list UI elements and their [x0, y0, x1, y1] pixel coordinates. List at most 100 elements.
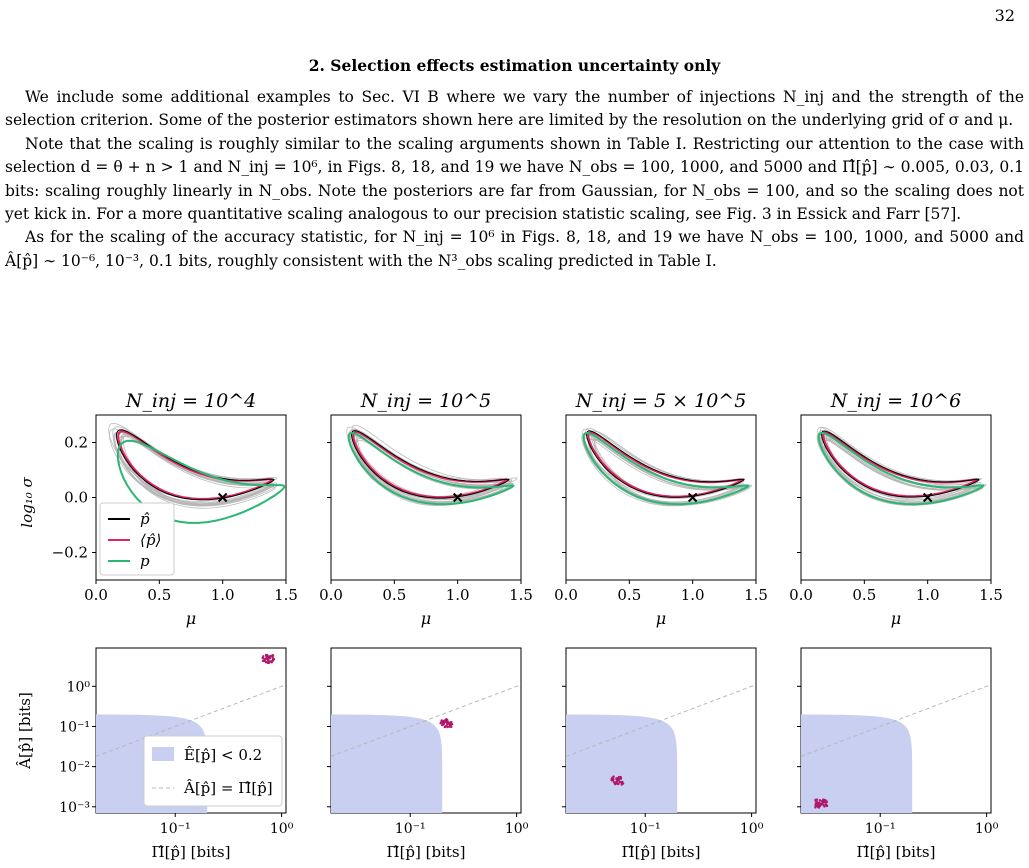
- region-e-below-0.2: [566, 714, 678, 813]
- truth-marker: [452, 492, 463, 503]
- x-tick-label: 10⁰: [505, 821, 529, 837]
- scatter-point: [817, 806, 821, 809]
- scatter-point: [610, 778, 613, 782]
- x-tick-label: 0.0: [554, 586, 578, 604]
- scatter-point: [266, 661, 270, 665]
- figure-canvas: N_inj = 10^4 0.0 0.5 1.0 1.5 0.2 0.0 −0.2 μ N_inj…: [16, 390, 1003, 861]
- p-contour: [582, 431, 750, 506]
- figure: N_inj = 10^4 0.0 0.5 1.0 1.5 0.2 0.0 −0.2 μ N_inj…: [0, 370, 1029, 868]
- contours-3: [581, 427, 753, 507]
- scatter-point: [265, 655, 268, 659]
- y-tick-label: 10⁻³: [59, 800, 90, 816]
- scatter-point: [442, 720, 445, 723]
- p-contour: [116, 439, 286, 524]
- p-hat-contour: [115, 429, 275, 501]
- x-axis-label: Π̂[p̂] [bits]: [152, 843, 231, 861]
- x-tick-label: 10⁻¹: [395, 821, 426, 837]
- legend-label: Â[p̂] = Π̂[p̂]: [183, 779, 273, 797]
- region-e-below-0.2: [331, 714, 443, 813]
- y-tick-label: 10⁰: [67, 679, 91, 695]
- x-tick-label: 1.5: [744, 586, 768, 604]
- sample-contour: [120, 433, 275, 506]
- scatter-point: [617, 778, 621, 782]
- scatter-point: [446, 723, 449, 726]
- scatter-point: [262, 659, 266, 662]
- panel-title-4: N_inj = 10^6: [830, 390, 962, 412]
- scatter-point: [825, 800, 829, 804]
- x-axis-label: Π̂[p̂] [bits]: [622, 843, 701, 861]
- x-axis-label: μ: [186, 609, 196, 628]
- legend-label: p: [140, 552, 150, 570]
- x-tick-label: 10⁰: [975, 821, 999, 837]
- x-tick-label: 1.0: [446, 586, 470, 604]
- bottom-y-axis-label: Â[p̂] [bits]: [16, 692, 34, 770]
- scatter-point: [821, 801, 825, 804]
- scatter-point: [444, 718, 448, 721]
- x-axis-label: μ: [656, 609, 666, 628]
- x-tick-label: 1.0: [681, 586, 705, 604]
- y-tick-label: 0.0: [64, 489, 88, 507]
- scatter-point: [439, 721, 442, 725]
- y-tick-label: 10⁻¹: [59, 719, 90, 735]
- scatter-point: [442, 722, 445, 725]
- scatter-point: [264, 661, 268, 664]
- legend-swatch-region: [152, 747, 174, 761]
- section-title: 2. Selection effects estimation uncertai…: [308, 56, 721, 75]
- p-contour: [347, 431, 515, 506]
- scatter-point: [612, 781, 616, 784]
- scatter-point: [449, 723, 452, 726]
- x-tick-label: 0.5: [617, 586, 641, 604]
- x-axis-label: Π̂[p̂] [bits]: [857, 843, 936, 861]
- paragraph-3: As for the scaling of the accuracy stati…: [5, 228, 1024, 270]
- identity-line: [330, 684, 522, 757]
- top-y-axis-label: log₁₀ σ: [18, 477, 36, 528]
- y-tick-label: 10⁻²: [59, 760, 90, 776]
- legend-label: p̂: [140, 510, 150, 528]
- x-tick-label: 0.0: [789, 586, 813, 604]
- panel-title-2: N_inj = 10^5: [360, 390, 492, 412]
- scatter-point: [271, 658, 275, 661]
- x-tick-label: 10⁻¹: [630, 821, 661, 837]
- identity-line: [565, 684, 757, 757]
- scatter-point: [814, 806, 817, 809]
- contours-2: [346, 424, 518, 507]
- x-tick-label: 1.0: [916, 586, 940, 604]
- paragraph-1: We include some additional examples to S…: [5, 88, 1024, 130]
- scatter-point: [267, 655, 270, 659]
- scatter-point: [620, 783, 623, 786]
- truth-marker: [217, 492, 228, 503]
- region-e-below-0.2: [801, 714, 913, 813]
- scatter-point: [814, 798, 817, 801]
- scatter-point: [619, 775, 622, 779]
- x-tick-label: 0.5: [147, 586, 171, 604]
- legend-label: Ê[p̂] < 0.2: [184, 746, 262, 764]
- top-legend-box: [99, 502, 175, 576]
- x-axis-label: Π̂[p̂] [bits]: [387, 843, 466, 861]
- x-axis-label: μ: [421, 609, 431, 628]
- scatter-point: [615, 779, 619, 782]
- p-contour: [817, 431, 985, 506]
- scatter-point: [261, 656, 264, 660]
- contours-4: [816, 426, 987, 506]
- scatter-point: [615, 782, 619, 785]
- panel-title-1: N_inj = 10^4: [125, 390, 257, 412]
- x-tick-label: 10⁰: [270, 821, 294, 837]
- identity-line: [95, 684, 287, 757]
- y-tick-label: −0.2: [52, 544, 88, 562]
- truth-marker: [687, 492, 698, 503]
- scatter-point: [266, 658, 269, 661]
- x-tick-label: 10⁰: [740, 821, 764, 837]
- x-axis-label: μ: [891, 609, 901, 628]
- paragraph-2: Note that the scaling is roughly similar…: [5, 134, 1024, 224]
- truth-marker: [922, 492, 933, 503]
- scatter-point: [822, 798, 826, 801]
- scatter-point: [824, 803, 828, 807]
- scatter-point: [615, 777, 618, 781]
- y-tick-label: 0.2: [64, 434, 88, 452]
- scatter-point: [448, 725, 451, 728]
- x-tick-label: 10⁻¹: [865, 821, 896, 837]
- x-tick-label: 0.5: [382, 586, 406, 604]
- x-tick-label: 1.5: [274, 586, 298, 604]
- scatter-point: [262, 655, 265, 658]
- x-tick-label: 0.5: [852, 586, 876, 604]
